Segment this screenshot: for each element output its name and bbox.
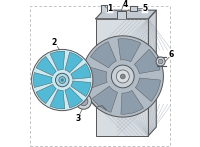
Wedge shape bbox=[71, 64, 91, 79]
Circle shape bbox=[82, 36, 163, 117]
Text: 3: 3 bbox=[75, 114, 81, 123]
Wedge shape bbox=[121, 90, 143, 114]
Circle shape bbox=[32, 49, 93, 111]
Polygon shape bbox=[101, 5, 107, 11]
Wedge shape bbox=[118, 39, 141, 62]
Circle shape bbox=[158, 59, 163, 64]
Circle shape bbox=[59, 77, 66, 83]
Wedge shape bbox=[36, 84, 56, 104]
Circle shape bbox=[156, 57, 165, 66]
Wedge shape bbox=[90, 42, 116, 68]
Wedge shape bbox=[85, 66, 107, 90]
Polygon shape bbox=[96, 10, 156, 19]
Text: 2: 2 bbox=[51, 39, 56, 47]
Wedge shape bbox=[135, 78, 160, 101]
Circle shape bbox=[120, 74, 125, 79]
Text: 4: 4 bbox=[122, 0, 128, 9]
Circle shape bbox=[61, 79, 63, 81]
Text: 5: 5 bbox=[142, 4, 147, 12]
Wedge shape bbox=[33, 73, 52, 87]
Circle shape bbox=[116, 70, 129, 83]
Wedge shape bbox=[50, 90, 65, 109]
Wedge shape bbox=[71, 81, 91, 97]
Circle shape bbox=[55, 73, 69, 87]
Wedge shape bbox=[65, 87, 83, 108]
Wedge shape bbox=[92, 86, 118, 112]
Circle shape bbox=[79, 97, 88, 106]
Wedge shape bbox=[36, 56, 56, 76]
Polygon shape bbox=[148, 10, 156, 136]
Wedge shape bbox=[65, 52, 83, 73]
Text: 6: 6 bbox=[169, 50, 174, 59]
Circle shape bbox=[111, 65, 134, 88]
Wedge shape bbox=[50, 51, 65, 71]
FancyBboxPatch shape bbox=[96, 19, 148, 136]
Wedge shape bbox=[134, 49, 160, 74]
Polygon shape bbox=[130, 6, 137, 11]
Circle shape bbox=[76, 93, 91, 109]
Polygon shape bbox=[117, 11, 126, 18]
Text: 1: 1 bbox=[107, 4, 113, 12]
